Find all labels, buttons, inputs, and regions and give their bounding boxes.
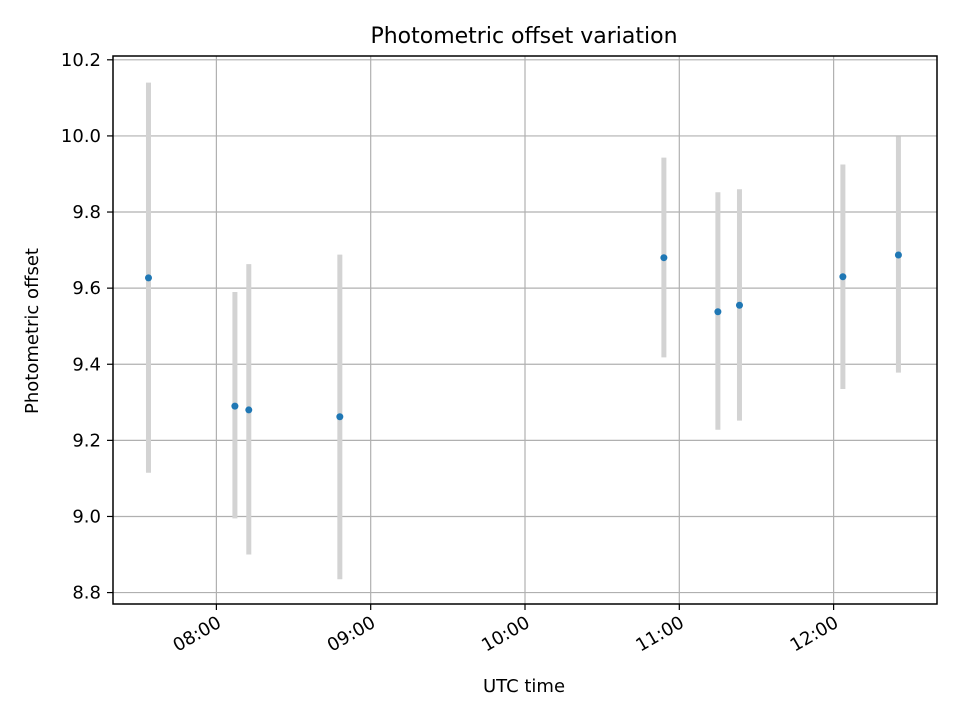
y-tick-label: 9.2 xyxy=(72,430,101,451)
x-tick-label: 08:00 xyxy=(169,612,224,656)
x-tick-label: 11:00 xyxy=(632,612,687,656)
data-point xyxy=(231,402,239,410)
x-tick-label: 12:00 xyxy=(787,612,842,656)
y-tick-label: 9.4 xyxy=(72,354,101,375)
chart-title: Photometric offset variation xyxy=(370,24,677,49)
y-tick-label: 10.2 xyxy=(61,50,101,71)
y-tick-label: 8.8 xyxy=(72,583,101,604)
data-point xyxy=(839,273,847,281)
y-tick-label: 9.0 xyxy=(72,506,101,527)
data-point xyxy=(714,308,722,316)
data-point xyxy=(245,406,253,414)
data-point xyxy=(336,413,344,421)
data-point xyxy=(735,301,743,309)
y-axis-label: Photometric offset xyxy=(22,248,43,414)
data-point xyxy=(660,254,668,262)
error-bars xyxy=(145,82,901,580)
x-tick-label: 09:00 xyxy=(324,612,379,656)
data-point xyxy=(144,274,152,282)
x-tick-label: 10:00 xyxy=(478,612,533,656)
y-tick-label: 9.6 xyxy=(72,278,101,299)
y-tick-label: 10.0 xyxy=(61,126,101,147)
axis-ticks: 8.8 9.0 9.2 9.4 9.6 9.8 10.0 10.2 08:00 09:00 10:0… xyxy=(61,50,842,656)
data-points xyxy=(144,251,902,421)
data-point xyxy=(894,251,902,259)
x-axis-label: UTC time xyxy=(483,676,565,697)
y-tick-label: 9.8 xyxy=(72,202,101,223)
